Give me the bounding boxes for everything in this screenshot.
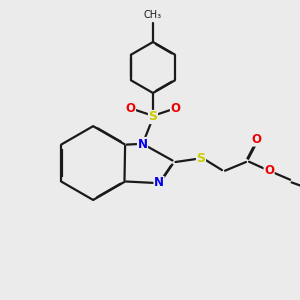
Text: CH₃: CH₃ — [144, 10, 162, 20]
Text: O: O — [251, 133, 262, 146]
Text: N: N — [154, 176, 164, 190]
Text: O: O — [264, 164, 274, 177]
Text: O: O — [170, 101, 181, 115]
Text: S: S — [196, 152, 206, 166]
Text: S: S — [148, 110, 158, 124]
Text: N: N — [137, 137, 148, 151]
Text: O: O — [125, 101, 136, 115]
